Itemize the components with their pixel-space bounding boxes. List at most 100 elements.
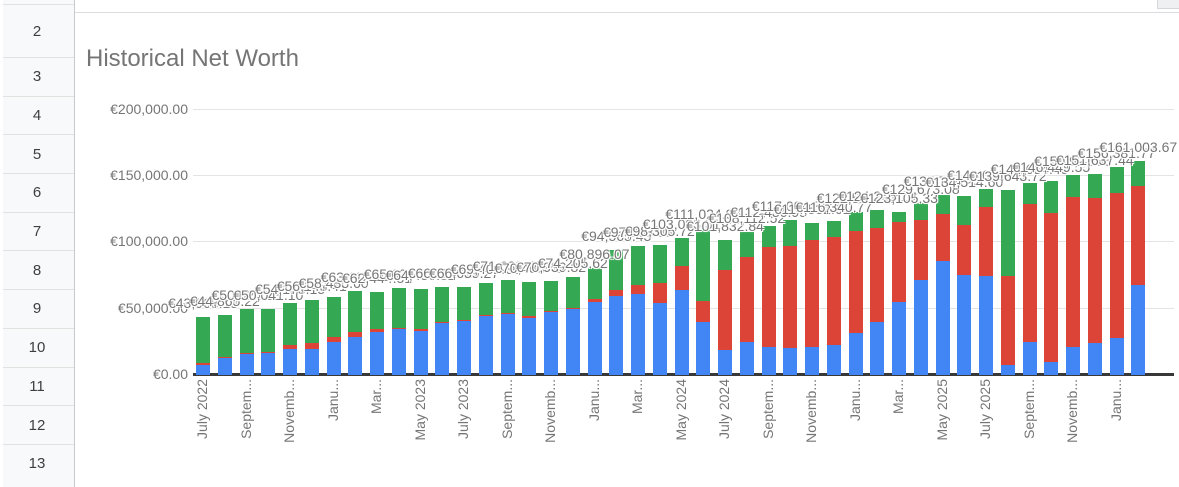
bar-segment-blue-series[interactable] (783, 347, 798, 375)
bar-segment-red-series[interactable] (848, 230, 863, 334)
bar-segment-green-series[interactable] (631, 246, 645, 285)
bar-segment-red-series[interactable] (370, 329, 384, 332)
bar-segment-red-series[interactable] (544, 310, 558, 312)
bar-segment-blue-series[interactable] (674, 289, 689, 375)
bar-segment-green-series[interactable] (1066, 174, 1080, 197)
bar-segment-blue-series[interactable] (1022, 342, 1037, 375)
bar-segment-red-series[interactable] (1022, 204, 1037, 343)
bar-segment-green-series[interactable] (370, 292, 384, 330)
bar-segment-green-series[interactable] (935, 194, 950, 214)
bar-segment-blue-series[interactable] (217, 357, 232, 375)
bar-segment-blue-series[interactable] (631, 294, 645, 375)
bar-segment-red-series[interactable] (1087, 197, 1102, 343)
bar-segment-green-series[interactable] (1131, 161, 1146, 186)
bar-segment-blue-series[interactable] (326, 342, 341, 375)
bar-segment-blue-series[interactable] (304, 349, 319, 375)
bar-segment-blue-series[interactable] (370, 331, 384, 375)
bar-segment-green-series[interactable] (261, 308, 276, 352)
bar-segment-blue-series[interactable] (544, 311, 558, 375)
bar-segment-blue-series[interactable] (1044, 361, 1059, 375)
row-header-cell-4[interactable]: 4 (0, 95, 74, 135)
bar-segment-blue-series[interactable] (565, 308, 580, 375)
bar-segment-red-series[interactable] (674, 265, 689, 290)
bar-segment-green-series[interactable] (609, 249, 624, 290)
bar-segment-green-series[interactable] (957, 196, 972, 225)
bar-segment-green-series[interactable] (391, 287, 406, 328)
bar-segment-red-series[interactable] (348, 332, 363, 337)
bar-segment-red-series[interactable] (565, 308, 580, 309)
bar-segment-blue-series[interactable] (935, 261, 950, 375)
bar-segment-green-series[interactable] (348, 291, 363, 333)
bar-segment-red-series[interactable] (1000, 275, 1015, 366)
bar-segment-blue-series[interactable] (435, 322, 450, 375)
bar-segment-blue-series[interactable] (892, 302, 906, 375)
bar-segment-red-series[interactable] (261, 351, 276, 353)
bar-segment-blue-series[interactable] (913, 279, 928, 375)
bar-segment-green-series[interactable] (1022, 183, 1037, 205)
bar-segment-green-series[interactable] (892, 211, 906, 222)
bar-segment-green-series[interactable] (457, 286, 471, 320)
bar-segment-blue-series[interactable] (979, 275, 993, 375)
bar-segment-red-series[interactable] (217, 356, 232, 358)
bar-segment-red-series[interactable] (283, 345, 297, 349)
bar-segment-red-series[interactable] (1109, 192, 1124, 338)
bar-segment-red-series[interactable] (870, 228, 885, 322)
bar-segment-red-series[interactable] (196, 362, 210, 365)
bar-segment-blue-series[interactable] (957, 274, 972, 375)
bar-segment-blue-series[interactable] (261, 352, 276, 375)
bar-segment-red-series[interactable] (826, 236, 841, 345)
bar-segment-red-series[interactable] (326, 337, 341, 343)
bar-segment-blue-series[interactable] (739, 342, 754, 375)
bar-segment-green-series[interactable] (326, 297, 341, 338)
bar-segment-blue-series[interactable] (283, 348, 297, 375)
bar-segment-green-series[interactable] (979, 189, 993, 208)
bar-segment-red-series[interactable] (739, 257, 754, 343)
bar-segment-red-series[interactable] (718, 269, 732, 350)
row-header-cell-6[interactable]: 6 (0, 173, 74, 212)
bar-segment-red-series[interactable] (413, 329, 428, 331)
bar-segment-green-series[interactable] (435, 287, 450, 323)
bar-segment-green-series[interactable] (478, 282, 493, 315)
bar-segment-blue-series[interactable] (1131, 285, 1146, 375)
bar-segment-green-series[interactable] (1000, 189, 1015, 276)
bar-segment-green-series[interactable] (1109, 167, 1124, 193)
bar-segment-green-series[interactable] (239, 308, 254, 353)
bar-segment-red-series[interactable] (696, 301, 711, 323)
bar-segment-blue-series[interactable] (196, 364, 210, 375)
bar-segment-red-series[interactable] (935, 213, 950, 262)
bar-segment-green-series[interactable] (500, 279, 515, 314)
bar-segment-green-series[interactable] (913, 202, 928, 220)
bar-segment-blue-series[interactable] (1000, 365, 1015, 375)
bar-segment-green-series[interactable] (565, 276, 580, 309)
bar-segment-green-series[interactable] (652, 244, 667, 283)
row-header-cell-11[interactable]: 11 (0, 366, 74, 406)
bar-segment-green-series[interactable] (1087, 173, 1102, 198)
bar-segment-red-series[interactable] (522, 315, 537, 318)
row-header-cell-10[interactable]: 10 (0, 327, 74, 367)
bar-segment-red-series[interactable] (631, 284, 645, 295)
bar-segment-red-series[interactable] (239, 352, 254, 354)
bar-segment-blue-series[interactable] (413, 330, 428, 375)
bar-segment-red-series[interactable] (478, 314, 493, 316)
bar-segment-red-series[interactable] (979, 207, 993, 276)
bar-segment-red-series[interactable] (391, 327, 406, 329)
bar-segment-blue-series[interactable] (826, 344, 841, 375)
bar-segment-green-series[interactable] (544, 280, 558, 311)
bar-segment-blue-series[interactable] (609, 295, 624, 375)
bar-segment-red-series[interactable] (1131, 185, 1146, 286)
bar-segment-red-series[interactable] (587, 299, 602, 303)
bar-segment-green-series[interactable] (783, 219, 798, 247)
bar-segment-blue-series[interactable] (1109, 337, 1124, 375)
bar-segment-blue-series[interactable] (652, 303, 667, 375)
bar-segment-green-series[interactable] (217, 315, 232, 357)
bar-segment-red-series[interactable] (304, 342, 319, 350)
bar-segment-red-series[interactable] (761, 247, 776, 348)
row-header-cell-8[interactable]: 8 (0, 250, 74, 289)
bar-segment-red-series[interactable] (1066, 196, 1080, 347)
bar-segment-blue-series[interactable] (478, 315, 493, 375)
bar-segment-blue-series[interactable] (1087, 342, 1102, 375)
bar-segment-green-series[interactable] (674, 238, 689, 266)
bar-segment-green-series[interactable] (283, 303, 297, 346)
bar-segment-blue-series[interactable] (457, 320, 471, 375)
bar-segment-blue-series[interactable] (500, 313, 515, 375)
